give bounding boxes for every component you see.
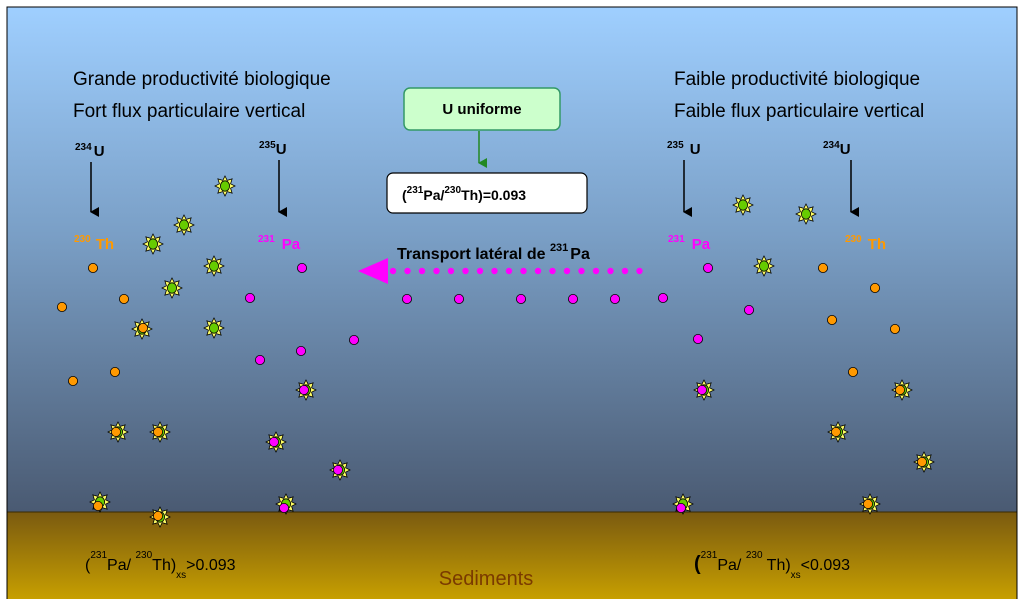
particle-icon (142, 233, 164, 255)
right-u234-label: 234U (823, 140, 851, 158)
protactinium-dot (254, 354, 265, 365)
particle-icon (214, 175, 236, 197)
transport-dot (418, 267, 426, 275)
transport-dot (607, 267, 614, 275)
particle-icon (203, 255, 225, 277)
transport-arrow-shaft (389, 267, 643, 275)
thorium-dot (111, 426, 122, 437)
transport-dot (563, 267, 571, 275)
right-flux-label: Faible flux particulaire vertical (674, 101, 924, 122)
transport-dot (549, 267, 556, 275)
thorium-dot (917, 456, 928, 467)
particle-icon (161, 277, 183, 299)
thorium-dot (895, 384, 906, 395)
right-u235-label: 235 U (667, 140, 701, 158)
particle-icon (203, 317, 225, 339)
transport-dot (520, 267, 527, 275)
transport-dot (592, 267, 600, 275)
transport-arrow-head (358, 258, 388, 284)
left-th230-label: 230 Th (74, 234, 114, 253)
thorium-dot (137, 322, 148, 333)
protactinium-dot (298, 384, 309, 395)
uniform-u-label: U uniforme (442, 101, 521, 118)
protactinium-dot (295, 345, 306, 356)
thorium-dot (818, 262, 829, 273)
left-u234-label: 234 U (75, 142, 105, 160)
left-pa231-label: 231 Pa (258, 234, 301, 253)
protactinium-dot (296, 262, 307, 273)
transport-dot (404, 267, 411, 275)
protactinium-dot (676, 502, 687, 513)
protactinium-dot (697, 384, 708, 395)
particle-icon (173, 214, 195, 236)
thorium-dot (68, 375, 79, 386)
thorium-dot (88, 262, 99, 273)
protactinium-dot (568, 293, 579, 304)
thorium-dot (870, 282, 881, 293)
thorium-dot (152, 510, 163, 521)
transport-dot (621, 267, 629, 275)
protactinium-dot (244, 292, 255, 303)
transport-dot (534, 267, 542, 275)
sediments-label: Sediments (439, 568, 534, 590)
left-sediment-ratio: (231Pa/ 230Th)xs>0.093 (85, 550, 236, 581)
protactinium-dot (453, 293, 464, 304)
left-u235-label: 235U (259, 140, 287, 158)
particle-icon (753, 255, 775, 277)
thorium-dot (119, 293, 130, 304)
transport-dot (636, 267, 643, 275)
uniform-u-box (403, 87, 561, 131)
protactinium-dot (610, 293, 621, 304)
transport-label: Transport latéral de 231 Pa (397, 242, 590, 263)
protactinium-dot (332, 464, 343, 475)
protactinium-dot (516, 293, 527, 304)
protactinium-dot (348, 334, 359, 345)
left-flux-label: Fort flux particulaire vertical (73, 101, 305, 122)
right-sediment-ratio: (231Pa/ 230 Th)xs<0.093 (694, 550, 850, 581)
particle-icon (732, 194, 754, 216)
thorium-dot (863, 498, 874, 509)
thorium-dot (890, 323, 901, 334)
transport-dot (462, 267, 469, 275)
protactinium-dot (401, 293, 412, 304)
transport-dot (433, 267, 440, 275)
right-pa231-label: 231 Pa (668, 234, 711, 253)
transport-dot (578, 267, 585, 275)
protactinium-dot (693, 333, 704, 344)
protactinium-dot (703, 262, 714, 273)
thorium-dot (57, 301, 68, 312)
transport-dot (389, 267, 397, 275)
protactinium-dot (268, 436, 279, 447)
right-th230-label: 230 Th (845, 234, 886, 253)
particle-icon (795, 203, 817, 225)
transport-dot (491, 267, 498, 275)
thorium-dot (827, 314, 838, 325)
ratio-box-text: (231Pa/230Th)=0.093 (402, 185, 526, 203)
isotope-particles (57, 262, 928, 521)
transport-dot (447, 267, 455, 275)
thorium-dot (848, 366, 859, 377)
transport-dot (505, 267, 513, 275)
protactinium-dot (658, 292, 669, 303)
thorium-dot (152, 426, 163, 437)
right-productivity-label: Faible productivité biologique (674, 69, 920, 90)
sediment-layer (7, 512, 1017, 600)
thorium-dot (110, 366, 121, 377)
transport-dot (476, 267, 484, 275)
thorium-dot (831, 426, 842, 437)
thorium-dot (93, 500, 104, 511)
left-productivity-label: Grande productivité biologique (73, 69, 331, 90)
protactinium-dot (278, 502, 289, 513)
protactinium-dot (744, 304, 755, 315)
ratio-box (386, 172, 588, 214)
